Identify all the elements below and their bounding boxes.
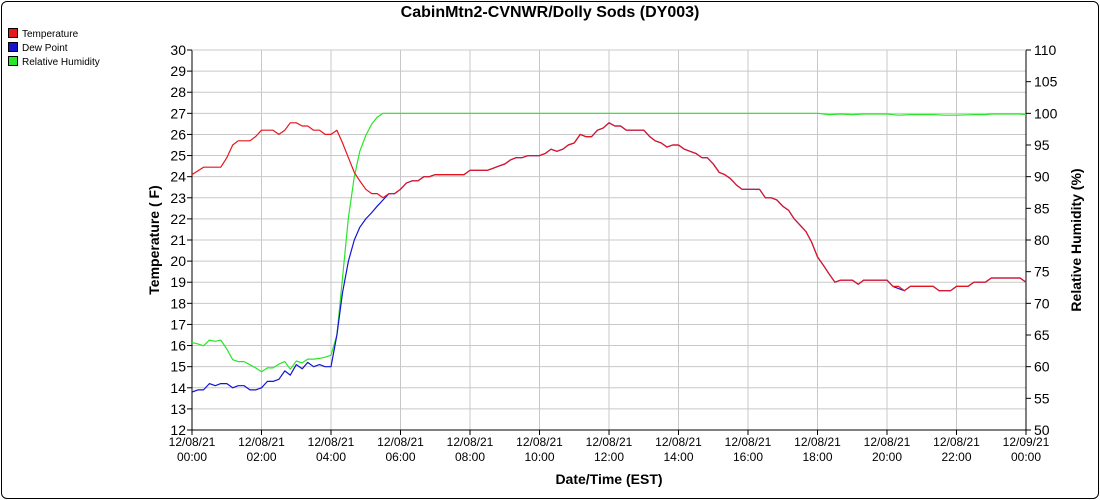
- series-line-temperature: [191, 122, 1027, 292]
- y-left-tick-label: 25: [170, 148, 186, 164]
- y-right-tick-label: 80: [1034, 232, 1050, 248]
- x-tick-time-label: 16:00: [733, 450, 763, 464]
- y-left-tick-label: 22: [170, 211, 186, 227]
- legend-item-dew-point: Dew Point: [8, 42, 100, 56]
- x-tick-time-label: 14:00: [663, 450, 693, 464]
- y-right-tick-label: 50: [1034, 422, 1050, 438]
- legend-item-temperature: Temperature: [8, 28, 100, 42]
- x-tick-date-label: 12/09/21: [1003, 435, 1050, 449]
- legend-item-relative-humidity: Relative Humidity: [8, 56, 100, 70]
- x-tick-date-label: 12/08/21: [238, 435, 285, 449]
- x-tick-date-label: 12/08/21: [864, 435, 911, 449]
- y-left-tick-label: 14: [170, 380, 186, 396]
- x-tick-date-label: 12/08/21: [933, 435, 980, 449]
- x-tick-time-label: 00:00: [1011, 450, 1041, 464]
- y-left-tick-label: 24: [170, 169, 186, 185]
- y-left-tick-label: 28: [170, 84, 186, 100]
- y-left-tick-label: 15: [170, 359, 186, 375]
- legend-label-relative-humidity: Relative Humidity: [22, 57, 100, 68]
- y-right-tick-label: 65: [1034, 327, 1050, 343]
- x-tick-date-label: 12/08/21: [308, 435, 355, 449]
- y-left-tick-label: 18: [170, 295, 186, 311]
- y-left-tick-label: 13: [170, 401, 186, 417]
- legend-swatch-relative-humidity: [8, 56, 18, 66]
- y-right-tick-label: 55: [1034, 390, 1050, 406]
- legend-swatch-temperature: [8, 28, 18, 38]
- y-right-tick-label: 110: [1034, 42, 1057, 58]
- legend-swatch-dew-point: [8, 42, 18, 52]
- y-right-tick-label: 100: [1034, 105, 1058, 121]
- y-left-tick-label: 16: [170, 338, 186, 354]
- x-tick-time-label: 18:00: [802, 450, 832, 464]
- y-left-tick-label: 12: [170, 422, 186, 438]
- x-tick-time-label: 06:00: [385, 450, 415, 464]
- x-tick-time-label: 04:00: [316, 450, 346, 464]
- y-left-tick-label: 20: [170, 253, 186, 269]
- x-tick-date-label: 12/08/21: [725, 435, 772, 449]
- y-axis-label-right: Relative Humidity (%): [1068, 168, 1084, 311]
- y-right-tick-label: 75: [1034, 264, 1050, 280]
- legend: Temperature Dew Point Relative Humidity: [8, 28, 100, 70]
- y-right-tick-label: 70: [1034, 295, 1050, 311]
- x-tick-date-label: 12/08/21: [655, 435, 702, 449]
- x-tick-time-label: 02:00: [246, 450, 276, 464]
- x-tick-date-label: 12/08/21: [794, 435, 841, 449]
- y-left-tick-label: 23: [170, 190, 186, 206]
- y-left-tick-label: 27: [170, 105, 186, 121]
- y-left-tick-label: 29: [170, 63, 186, 79]
- y-left-tick-label: 21: [170, 232, 186, 248]
- chart-title: CabinMtn2-CVNWR/Dolly Sods (DY003): [400, 4, 700, 21]
- y-left-tick-label: 26: [170, 126, 186, 142]
- y-left-tick-label: 30: [170, 42, 186, 58]
- y-left-tick-label: 19: [170, 274, 186, 290]
- y-right-tick-label: 105: [1034, 74, 1058, 90]
- legend-label-dew-point: Dew Point: [22, 43, 68, 54]
- x-tick-date-label: 12/08/21: [516, 435, 563, 449]
- x-tick-time-label: 12:00: [594, 450, 624, 464]
- y-right-tick-label: 85: [1034, 200, 1050, 216]
- x-tick-time-label: 08:00: [455, 450, 485, 464]
- x-tick-time-label: 20:00: [872, 450, 902, 464]
- series-line-relative-humidity: [191, 112, 1027, 373]
- x-axis-label: Date/Time (EST): [555, 471, 662, 487]
- x-tick-time-label: 10:00: [524, 450, 554, 464]
- x-tick-time-label: 00:00: [177, 450, 207, 464]
- x-tick-date-label: 12/08/21: [586, 435, 633, 449]
- legend-label-temperature: Temperature: [22, 29, 79, 40]
- x-tick-date-label: 12/08/21: [169, 435, 216, 449]
- y-right-tick-label: 90: [1034, 169, 1050, 185]
- x-tick-date-label: 12/08/21: [377, 435, 424, 449]
- x-tick-time-label: 22:00: [941, 450, 971, 464]
- y-right-tick-label: 60: [1034, 359, 1050, 375]
- y-axis-label-left: Temperature ( F): [146, 185, 162, 294]
- y-right-tick-label: 95: [1034, 137, 1050, 153]
- x-tick-date-label: 12/08/21: [447, 435, 494, 449]
- y-left-tick-label: 17: [170, 316, 186, 332]
